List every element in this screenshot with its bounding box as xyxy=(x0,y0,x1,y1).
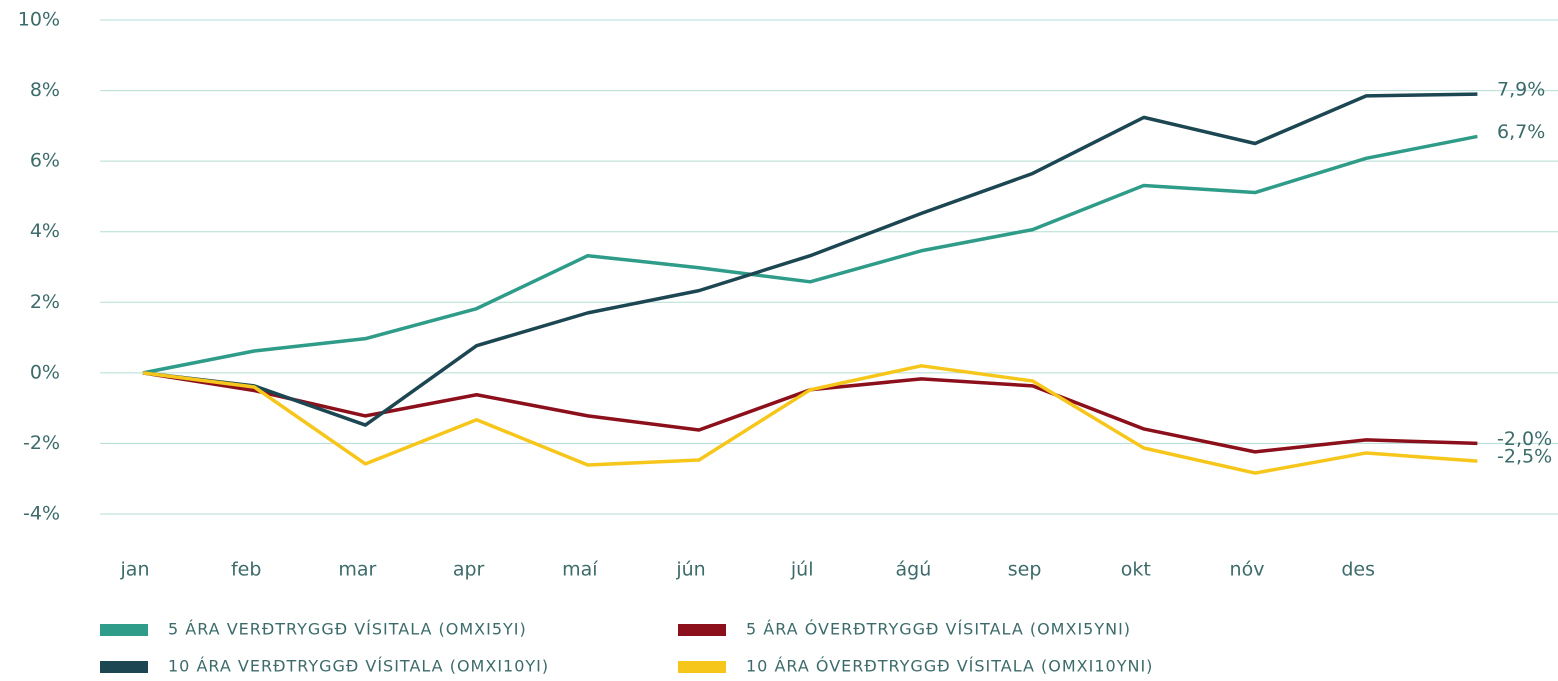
y-tick-label: 2% xyxy=(30,291,60,313)
series-line xyxy=(142,134,1478,375)
legend-swatch xyxy=(100,624,148,636)
x-tick-label: ágú xyxy=(896,559,932,581)
x-tick-label: jan xyxy=(120,559,150,581)
legend-swatch xyxy=(678,661,726,673)
x-tick-label: jún xyxy=(675,559,705,581)
legend-swatch xyxy=(678,624,726,636)
end-label: 6,7% xyxy=(1497,121,1545,143)
x-tick-label: nóv xyxy=(1230,559,1265,581)
x-tick-label: feb xyxy=(231,559,261,581)
legend-label: 5 ÁRA VERÐTRYGGÐ VÍSITALA (OMXI5YI) xyxy=(168,620,527,639)
y-tick-label: 10% xyxy=(18,9,60,31)
legend-swatch xyxy=(100,661,148,673)
x-tick-label: mar xyxy=(338,559,376,581)
y-tick-label: 6% xyxy=(30,150,60,172)
legend-label: 5 ÁRA ÓVERÐTRYGGÐ VÍSITALA (OMXI5YNI) xyxy=(746,620,1131,639)
legend-label: 10 ÁRA ÓVERÐTRYGGÐ VÍSITALA (OMXI10YNI) xyxy=(746,657,1153,676)
series-line xyxy=(142,92,1478,427)
y-tick-label: 4% xyxy=(30,220,60,242)
y-tick-label: -4% xyxy=(23,503,60,525)
y-tick-label: -2% xyxy=(23,432,60,454)
x-tick-label: des xyxy=(1341,559,1375,581)
end-label: -2,0% xyxy=(1497,428,1552,450)
x-tick-label: sep xyxy=(1008,559,1042,581)
end-label: -2,5% xyxy=(1497,446,1552,468)
legend-label: 10 ÁRA VERÐTRYGGÐ VÍSITALA (OMXI10YI) xyxy=(168,657,549,676)
y-tick-label: 0% xyxy=(30,361,60,383)
x-tick-label: okt xyxy=(1121,559,1151,581)
series-line xyxy=(142,364,1478,475)
x-tick-label: maí xyxy=(562,559,598,581)
end-label: 7,9% xyxy=(1497,79,1545,101)
y-tick-label: 8% xyxy=(30,79,60,101)
series-line xyxy=(142,371,1478,454)
x-tick-label: júl xyxy=(790,559,814,581)
x-tick-label: apr xyxy=(453,559,485,581)
